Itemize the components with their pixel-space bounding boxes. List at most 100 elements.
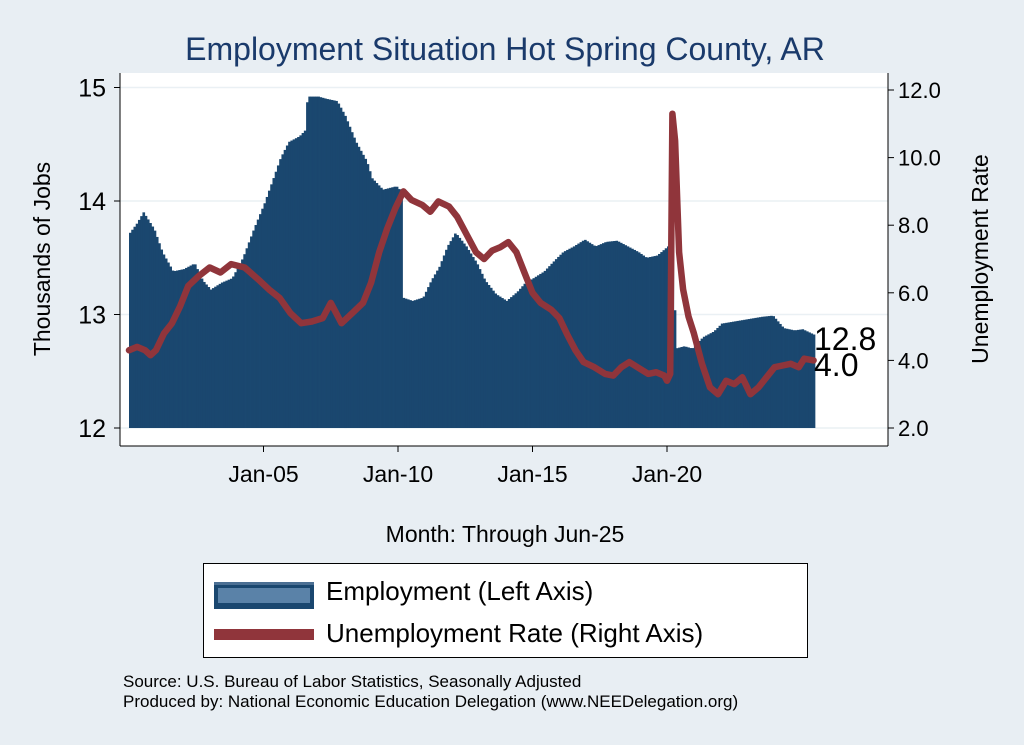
employment-bar — [140, 216, 143, 428]
employment-bar — [729, 322, 733, 428]
employment-bar — [285, 145, 289, 428]
employment-bar — [805, 331, 809, 428]
employment-bar — [317, 96, 320, 428]
employment-bar — [315, 96, 318, 428]
legend: Employment (Left Axis) Unemployment Rate… — [203, 563, 808, 658]
employment-bar — [380, 187, 383, 428]
employment-bar — [368, 171, 372, 428]
employment-bar — [283, 149, 287, 428]
employment-bar — [752, 318, 755, 428]
employment-bar — [447, 244, 450, 428]
employment-bar — [812, 334, 816, 428]
employment-bar — [200, 278, 204, 428]
employment-bar — [458, 237, 462, 428]
employment-bar — [355, 142, 359, 428]
employment-bar — [229, 278, 233, 428]
employment-bar — [272, 178, 276, 428]
employment-bar — [362, 154, 365, 428]
employment-bar — [498, 296, 502, 428]
employment-bar — [173, 270, 177, 428]
employment-bar — [664, 248, 668, 428]
employment-bar — [454, 233, 457, 428]
employment-bar — [422, 296, 426, 428]
right-tick-label: 4.0 — [898, 348, 929, 373]
employment-bar — [644, 257, 648, 428]
employment-bar — [702, 336, 706, 428]
employment-bar — [689, 348, 693, 428]
employment-bar — [402, 297, 406, 428]
employment-bar — [478, 269, 482, 428]
employment-bar — [619, 242, 623, 428]
employment-bar — [382, 189, 385, 428]
employment-series — [129, 96, 816, 429]
employment-bar — [149, 222, 152, 428]
employment-bar — [640, 253, 643, 428]
employment-bar — [734, 321, 737, 428]
employment-bar — [512, 295, 515, 428]
employment-bar — [577, 243, 580, 428]
employment-bar — [680, 346, 684, 428]
employment-bar — [797, 329, 800, 428]
employment-bar — [590, 244, 594, 428]
employment-bar — [232, 276, 235, 428]
employment-bar — [395, 186, 399, 428]
employment-bar — [550, 263, 554, 428]
employment-bar — [252, 230, 255, 428]
employment-bar — [234, 272, 237, 428]
employment-bar — [290, 140, 294, 428]
employment-bar — [521, 286, 524, 428]
employment-bar — [552, 261, 556, 428]
employment-bar — [263, 203, 267, 428]
employment-bar — [536, 275, 540, 428]
employment-bar — [718, 325, 722, 428]
employment-bar — [624, 245, 628, 428]
employment-bar — [599, 244, 603, 428]
employment-bar — [389, 187, 392, 428]
legend-label-unemployment: Unemployment Rate (Right Axis) — [326, 618, 704, 648]
employment-bar — [727, 322, 731, 428]
employment-bar — [135, 223, 139, 428]
employment-bar — [415, 299, 419, 428]
employment-bar — [153, 230, 157, 428]
employment-bar — [792, 330, 796, 428]
right-tick-label: 6.0 — [898, 281, 929, 306]
employment-bar — [261, 208, 264, 428]
employment-bar — [761, 316, 764, 428]
employment-bar — [642, 255, 645, 428]
employment-bar — [483, 278, 486, 428]
employment-bar — [658, 253, 661, 428]
employment-bar — [651, 256, 654, 428]
employment-bar — [463, 243, 466, 428]
employment-bar — [469, 253, 473, 428]
unemployment-last-value-label: 4.0 — [814, 347, 858, 383]
employment-bar — [346, 121, 350, 428]
employment-bar — [341, 111, 345, 428]
employment-bar — [243, 254, 246, 428]
x-axis-label: Month: Through Jun-25 — [386, 521, 625, 547]
employment-bar — [348, 126, 352, 428]
y-left-axis-label: Thousands of Jobs — [29, 162, 55, 356]
employment-bar — [467, 249, 471, 428]
employment-bar — [205, 284, 208, 428]
employment-bar — [803, 330, 807, 428]
employment-bar — [344, 115, 347, 429]
left-tick-label: 14 — [78, 188, 106, 216]
employment-bar — [763, 316, 767, 428]
employment-bar — [810, 333, 814, 428]
employment-bar — [608, 241, 612, 428]
employment-bar — [353, 137, 356, 428]
employment-bar — [485, 282, 489, 428]
employment-bar — [747, 319, 751, 428]
employment-bar — [247, 242, 251, 428]
right-tick-label: 8.0 — [898, 213, 929, 238]
employment-bar — [743, 319, 746, 428]
employment-bar — [613, 241, 616, 428]
employment-bar — [507, 298, 511, 428]
employment-bar — [424, 291, 428, 428]
employment-bar — [445, 249, 448, 428]
employment-bar — [456, 235, 459, 428]
employment-bar — [790, 329, 793, 428]
employment-bar — [274, 171, 278, 429]
employment-bar — [716, 327, 719, 428]
employment-bar — [586, 241, 589, 428]
